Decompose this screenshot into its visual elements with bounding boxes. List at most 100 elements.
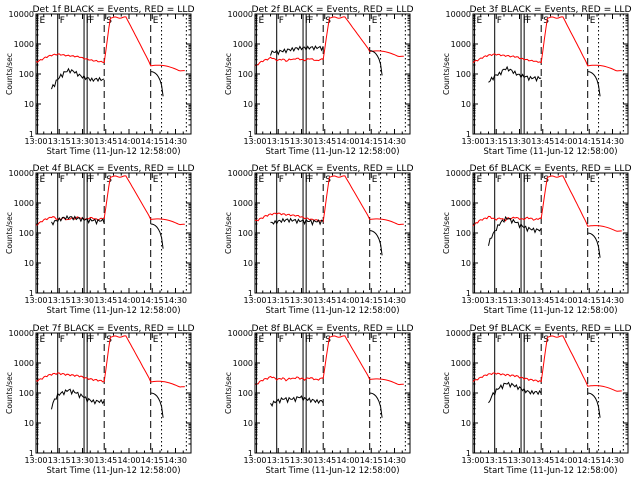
x-axis-label: Start Time (11-Jun-12 12:58:00) bbox=[265, 305, 399, 315]
series-lld-line bbox=[35, 16, 185, 72]
x-tick-label: 14:15 bbox=[141, 296, 164, 305]
x-tick-label: 14:30 bbox=[601, 137, 624, 146]
plot-frame bbox=[254, 172, 411, 294]
marker-label: S bbox=[106, 16, 112, 26]
marker-label: S bbox=[543, 16, 549, 26]
x-tick-label: 14:00 bbox=[554, 456, 577, 465]
x-tick-label: 14:00 bbox=[336, 456, 359, 465]
marker-label: E bbox=[153, 335, 159, 345]
x-tick-label: 14:00 bbox=[336, 137, 359, 146]
series-lld-line bbox=[35, 175, 185, 226]
chart-title: Det 8f BLACK = Events, RED = LLD bbox=[251, 323, 413, 334]
x-tick-label: 13:45 bbox=[531, 456, 554, 465]
marker-label: E bbox=[40, 335, 46, 345]
marker-label: F bbox=[86, 335, 91, 345]
y-tick-label: 1000 bbox=[14, 199, 34, 208]
y-tick-label: 10 bbox=[243, 419, 253, 428]
x-tick-label: 14:15 bbox=[578, 456, 601, 465]
x-tick-label: 14:30 bbox=[164, 137, 187, 146]
marker-label: F bbox=[89, 335, 94, 345]
series-events-line bbox=[270, 395, 324, 407]
x-tick-label: 13:30 bbox=[71, 456, 94, 465]
x-axis-label: Start Time (11-Jun-12 12:58:00) bbox=[265, 465, 399, 475]
x-axis-label: Start Time (11-Jun-12 12:58:00) bbox=[483, 146, 617, 156]
x-tick-label: 13:30 bbox=[508, 456, 531, 465]
marker-label: S bbox=[543, 175, 549, 185]
y-tick-label: 10000 bbox=[9, 10, 34, 19]
y-tick-label: 1 bbox=[29, 449, 34, 458]
x-tick-label: 13:45 bbox=[94, 456, 117, 465]
x-tick-label: 14:00 bbox=[554, 296, 577, 305]
x-tick-label: 13:15 bbox=[267, 137, 290, 146]
marker-label: F bbox=[60, 335, 65, 345]
marker-label: F bbox=[86, 16, 91, 26]
x-tick-label: 14:30 bbox=[383, 137, 406, 146]
marker-label: S bbox=[543, 335, 549, 345]
marker-label: E bbox=[372, 175, 378, 185]
series-lld-line bbox=[254, 16, 404, 67]
y-tick-label: 100 bbox=[456, 389, 471, 398]
x-tick-label: 13:45 bbox=[94, 137, 117, 146]
plot-frame bbox=[35, 172, 192, 294]
series-events-line bbox=[51, 214, 105, 226]
marker-label: F bbox=[523, 335, 528, 345]
x-axis-label: Start Time (11-Jun-12 12:58:00) bbox=[483, 465, 617, 475]
chart-title: Det 7f BLACK = Events, RED = LLD bbox=[32, 323, 194, 334]
x-tick-label: 13:15 bbox=[267, 296, 290, 305]
x-tick-label: 13:30 bbox=[290, 456, 313, 465]
marker-label: F bbox=[523, 16, 528, 26]
x-tick-label: 14:30 bbox=[383, 296, 406, 305]
y-tick-label: 10 bbox=[24, 419, 34, 428]
series-events-line bbox=[369, 392, 383, 418]
x-tick-label: 14:30 bbox=[601, 456, 624, 465]
y-tick-label: 1 bbox=[466, 449, 471, 458]
x-tick-label: 13:30 bbox=[71, 137, 94, 146]
y-tick-label: 1 bbox=[466, 289, 471, 298]
x-axis-label: Start Time (11-Jun-12 12:58:00) bbox=[46, 305, 180, 315]
marker-label: E bbox=[259, 16, 265, 26]
y-tick-label: 10000 bbox=[228, 169, 253, 178]
x-tick-label: 14:15 bbox=[578, 137, 601, 146]
x-tick-label: 14:15 bbox=[360, 296, 383, 305]
marker-label: F bbox=[526, 175, 531, 185]
marker-label: F bbox=[305, 175, 310, 185]
marker-label: E bbox=[477, 16, 483, 26]
marker-label: F bbox=[89, 16, 94, 26]
x-tick-label: 13:30 bbox=[508, 137, 531, 146]
y-tick-label: 1 bbox=[466, 130, 471, 139]
y-tick-label: 1 bbox=[29, 130, 34, 139]
y-axis-label: Counts/sec bbox=[224, 372, 233, 414]
series-events-line bbox=[270, 45, 324, 56]
marker-label: E bbox=[590, 16, 596, 26]
x-tick-label: 13:00 bbox=[24, 137, 47, 146]
marker-label: E bbox=[153, 16, 159, 26]
marker-label: F bbox=[523, 175, 528, 185]
y-tick-label: 1000 bbox=[14, 359, 34, 368]
marker-label: F bbox=[60, 16, 65, 26]
y-tick-label: 100 bbox=[456, 229, 471, 238]
y-tick-label: 1000 bbox=[451, 199, 471, 208]
x-tick-label: 14:30 bbox=[383, 456, 406, 465]
y-tick-label: 100 bbox=[238, 70, 253, 79]
chart-title: Det 3f BLACK = Events, RED = LLD bbox=[469, 4, 631, 15]
y-axis-label: Counts/sec bbox=[442, 372, 451, 414]
series-events-line bbox=[587, 232, 601, 258]
y-tick-label: 1000 bbox=[451, 359, 471, 368]
y-axis-label: Counts/sec bbox=[224, 53, 233, 95]
marker-label: F bbox=[497, 175, 502, 185]
y-axis-label: Counts/sec bbox=[442, 53, 451, 95]
y-tick-label: 10000 bbox=[446, 169, 471, 178]
y-tick-label: 10 bbox=[243, 259, 253, 268]
x-tick-label: 14:00 bbox=[117, 137, 140, 146]
chart-title: Det 5f BLACK = Events, RED = LLD bbox=[251, 163, 413, 174]
x-tick-label: 14:30 bbox=[601, 296, 624, 305]
x-tick-label: 14:15 bbox=[141, 137, 164, 146]
series-lld-line bbox=[254, 335, 404, 386]
y-tick-label: 100 bbox=[19, 389, 34, 398]
